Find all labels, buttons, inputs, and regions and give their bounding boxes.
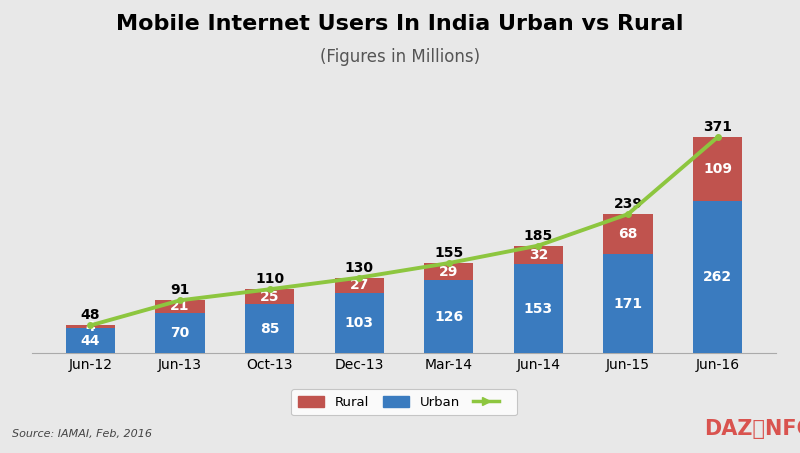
Text: (Figures in Millions): (Figures in Millions) xyxy=(320,48,480,66)
Bar xyxy=(603,254,653,353)
Text: 109: 109 xyxy=(703,162,732,176)
Bar xyxy=(693,137,742,201)
Bar xyxy=(155,313,205,353)
Bar xyxy=(424,280,474,353)
Text: 25: 25 xyxy=(260,289,279,304)
Bar xyxy=(603,214,653,254)
Text: 103: 103 xyxy=(345,316,374,330)
Text: 70: 70 xyxy=(170,326,190,340)
Bar xyxy=(155,300,205,313)
Text: 371: 371 xyxy=(703,120,732,135)
Text: Mobile Internet Users In India Urban vs Rural: Mobile Internet Users In India Urban vs … xyxy=(116,14,684,34)
Text: 171: 171 xyxy=(614,297,642,311)
Text: 130: 130 xyxy=(345,261,374,275)
Text: 85: 85 xyxy=(260,322,279,336)
Text: 48: 48 xyxy=(81,308,100,323)
Bar xyxy=(245,289,294,304)
Text: 155: 155 xyxy=(434,246,463,260)
Bar xyxy=(245,304,294,353)
Bar xyxy=(514,246,563,264)
Text: Source: IAMAI, Feb, 2016: Source: IAMAI, Feb, 2016 xyxy=(12,429,152,439)
Text: 21: 21 xyxy=(170,299,190,313)
Text: 44: 44 xyxy=(81,333,100,347)
Bar xyxy=(66,328,115,353)
Text: 32: 32 xyxy=(529,248,548,262)
Bar xyxy=(693,201,742,353)
Text: DAZⓊNFO: DAZⓊNFO xyxy=(704,419,800,439)
Bar xyxy=(66,325,115,328)
Text: 29: 29 xyxy=(439,265,458,279)
Text: 239: 239 xyxy=(614,197,642,211)
Legend: Rural, Urban, : Rural, Urban, xyxy=(291,389,517,415)
Bar xyxy=(334,278,384,294)
Text: 126: 126 xyxy=(434,310,463,323)
Bar xyxy=(334,294,384,353)
Text: 153: 153 xyxy=(524,302,553,316)
Text: 4: 4 xyxy=(86,319,95,333)
Bar xyxy=(514,264,563,353)
Bar xyxy=(424,263,474,280)
Text: 91: 91 xyxy=(170,284,190,298)
Text: 185: 185 xyxy=(524,229,553,243)
Text: 68: 68 xyxy=(618,227,638,241)
Text: 110: 110 xyxy=(255,272,284,286)
Text: 262: 262 xyxy=(703,270,732,284)
Text: 27: 27 xyxy=(350,279,369,293)
